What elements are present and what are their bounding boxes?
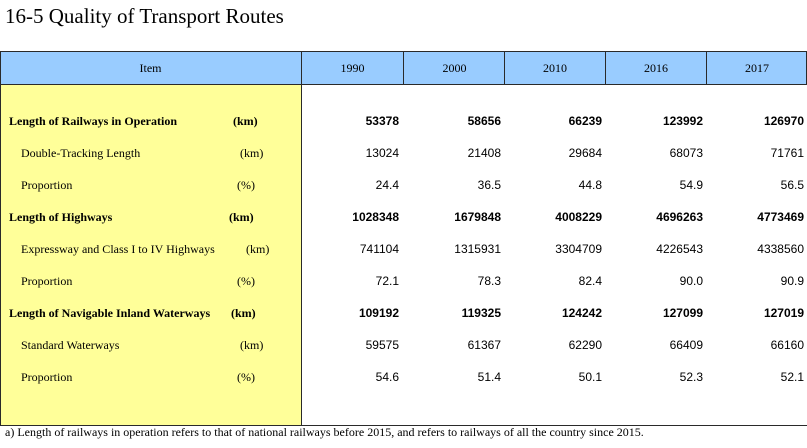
row-unit: (%): [237, 274, 255, 288]
row-label: Proportion: [21, 274, 73, 288]
row-value: 1028348: [352, 210, 399, 224]
row-label: Proportion: [21, 370, 73, 384]
row-label: Length of Highways: [9, 210, 113, 224]
row-value: 4226543: [656, 242, 703, 256]
row-value: 1315931: [454, 242, 501, 256]
row-value: 109192: [358, 306, 399, 320]
row-value: 24.4: [375, 178, 399, 192]
header-year: 2017: [745, 61, 769, 75]
header-year: 2010: [543, 61, 567, 75]
row-value: 82.4: [578, 274, 602, 288]
header-item: Item: [139, 61, 162, 75]
row-value: 56.5: [780, 178, 804, 192]
row-value: 127019: [763, 306, 804, 320]
row-value: 54.9: [679, 178, 703, 192]
row-unit: (km): [233, 114, 258, 128]
row-unit: (km): [240, 338, 264, 352]
row-value: 36.5: [477, 178, 501, 192]
row-unit: (km): [246, 242, 270, 256]
row-value: 66239: [568, 114, 602, 128]
row-value: 124242: [561, 306, 602, 320]
table-row: Length of Railways in Operation (km) 533…: [0, 105, 807, 137]
table-row: Proportion (%) 72.1 78.3 82.4 90.0 90.9: [0, 265, 807, 297]
row-unit: (km): [240, 146, 264, 160]
row-value: 44.8: [578, 178, 602, 192]
item-column-divider: [301, 51, 302, 425]
row-value: 66160: [770, 338, 804, 352]
row-value: 62290: [568, 338, 602, 352]
row-value: 13024: [365, 146, 399, 160]
row-value: 58656: [467, 114, 501, 128]
row-label: Proportion: [21, 178, 73, 192]
row-value: 50.1: [578, 370, 602, 384]
row-value: 54.6: [375, 370, 399, 384]
table-bottom-border: [0, 425, 807, 426]
table-row: Length of Navigable Inland Waterways (km…: [0, 297, 807, 329]
row-value: 53378: [365, 114, 399, 128]
row-value: 71761: [770, 146, 804, 160]
header-divider: [403, 51, 404, 85]
row-value: 1679848: [454, 210, 501, 224]
table-row: Proportion (%) 24.4 36.5 44.8 54.9 56.5: [0, 169, 807, 201]
row-unit: (km): [231, 306, 256, 320]
row-value: 4696263: [656, 210, 703, 224]
row-value: 29684: [568, 146, 602, 160]
row-value: 52.1: [780, 370, 804, 384]
header-divider: [605, 51, 606, 85]
row-value: 90.0: [679, 274, 703, 288]
row-value: 4338560: [757, 242, 804, 256]
row-value: 126970: [763, 114, 804, 128]
row-value: 123992: [662, 114, 703, 128]
page-title: 16-5 Quality of Transport Routes: [5, 4, 284, 28]
table-row: Length of Highways (km) 1028348 1679848 …: [0, 201, 807, 233]
row-value: 78.3: [477, 274, 501, 288]
row-value: 4008229: [555, 210, 602, 224]
row-value: 51.4: [477, 370, 501, 384]
row-value: 61367: [467, 338, 501, 352]
row-value: 59575: [365, 338, 399, 352]
row-unit: (km): [229, 210, 254, 224]
row-value: 127099: [662, 306, 703, 320]
row-value: 90.9: [780, 274, 804, 288]
row-label: Double-Tracking Length: [21, 146, 141, 160]
row-value: 52.3: [679, 370, 703, 384]
row-unit: (%): [237, 178, 255, 192]
table-row: Double-Tracking Length (km) 13024 21408 …: [0, 137, 807, 169]
row-value: 66409: [669, 338, 703, 352]
table-row: Proportion (%) 54.6 51.4 50.1 52.3 52.1: [0, 361, 807, 393]
row-label: Length of Railways in Operation: [9, 114, 178, 128]
header-year: 1990: [340, 61, 365, 75]
header-divider: [706, 51, 707, 85]
header-divider: [504, 51, 505, 85]
row-value: 4773469: [757, 210, 804, 224]
table-row: Expressway and Class I to IV Highways (k…: [0, 233, 807, 265]
row-label: Length of Navigable Inland Waterways: [9, 306, 211, 320]
row-value: 21408: [467, 146, 501, 160]
table-row: Standard Waterways (km) 59575 61367 6229…: [0, 329, 807, 361]
row-value: 72.1: [375, 274, 399, 288]
row-value: 741104: [359, 242, 399, 256]
row-value: 68073: [669, 146, 703, 160]
header-year: 2016: [644, 61, 668, 75]
row-label: Standard Waterways: [21, 338, 120, 352]
footnote: a) Length of railways in operation refer…: [5, 425, 644, 439]
row-value: 3304709: [555, 242, 602, 256]
row-unit: (%): [237, 370, 255, 384]
table-left-border: [0, 51, 1, 425]
header-year: 2000: [442, 61, 467, 75]
row-value: 119325: [461, 306, 501, 320]
row-label: Expressway and Class I to IV Highways: [21, 242, 215, 256]
item-column: [1, 85, 301, 425]
